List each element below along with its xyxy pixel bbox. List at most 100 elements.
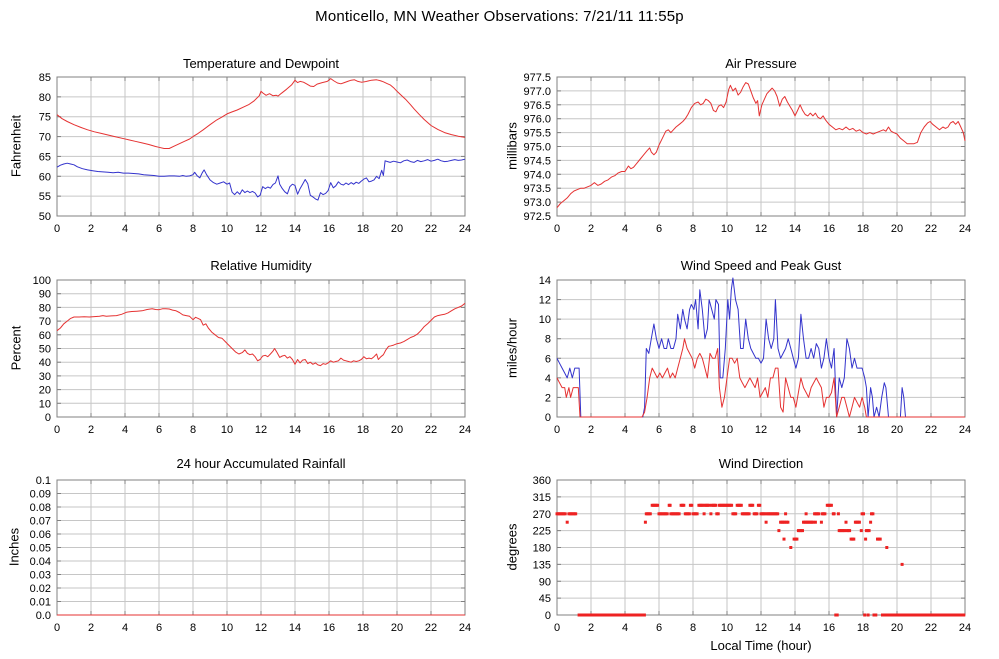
chart-title-humidity: Relative Humidity xyxy=(210,258,312,273)
svg-text:8: 8 xyxy=(690,622,696,634)
svg-text:4: 4 xyxy=(622,622,628,634)
svg-text:973.0: 973.0 xyxy=(523,197,551,209)
svg-text:0: 0 xyxy=(45,412,51,424)
svg-text:85: 85 xyxy=(39,72,51,84)
svg-text:24: 24 xyxy=(459,622,471,634)
svg-text:18: 18 xyxy=(857,424,869,436)
svg-text:10: 10 xyxy=(721,424,733,436)
svg-text:14: 14 xyxy=(789,622,801,634)
svg-text:20: 20 xyxy=(891,622,903,634)
svg-text:2: 2 xyxy=(588,622,594,634)
svg-text:14: 14 xyxy=(289,424,301,436)
svg-text:975.5: 975.5 xyxy=(523,128,551,140)
svg-text:16: 16 xyxy=(823,622,835,634)
svg-text:18: 18 xyxy=(357,622,369,634)
svg-text:976.0: 976.0 xyxy=(523,114,551,126)
svg-text:100: 100 xyxy=(33,275,51,287)
chart-title-temperature: Temperature and Dewpoint xyxy=(182,56,340,71)
svg-text:22: 22 xyxy=(425,223,437,235)
svg-text:75: 75 xyxy=(39,112,51,124)
svg-text:18: 18 xyxy=(857,223,869,235)
svg-text:0.06: 0.06 xyxy=(30,529,51,541)
svg-text:18: 18 xyxy=(857,622,869,634)
svg-text:22: 22 xyxy=(425,424,437,436)
svg-text:0.02: 0.02 xyxy=(30,583,51,595)
svg-text:0: 0 xyxy=(545,610,551,622)
svg-text:60: 60 xyxy=(39,171,51,183)
svg-text:10: 10 xyxy=(221,622,233,634)
svg-text:2: 2 xyxy=(545,392,551,404)
svg-text:6: 6 xyxy=(156,424,162,436)
svg-text:90: 90 xyxy=(39,289,51,301)
svg-text:0: 0 xyxy=(54,622,60,634)
svg-text:20: 20 xyxy=(391,424,403,436)
svg-text:16: 16 xyxy=(323,622,335,634)
svg-text:973.5: 973.5 xyxy=(523,183,551,195)
svg-text:10: 10 xyxy=(39,398,51,410)
svg-text:24: 24 xyxy=(959,424,971,436)
svg-text:315: 315 xyxy=(533,492,551,504)
svg-text:12: 12 xyxy=(255,622,267,634)
svg-text:14: 14 xyxy=(289,622,301,634)
svg-text:18: 18 xyxy=(357,223,369,235)
svg-text:2: 2 xyxy=(588,424,594,436)
svg-text:24: 24 xyxy=(959,223,971,235)
svg-text:0: 0 xyxy=(554,424,560,436)
air-pressure-plot: 0 2 4 6 8 10 12 14 16 18 20 22 24972.5973.0973.5974.… xyxy=(523,72,971,235)
svg-text:0.04: 0.04 xyxy=(30,556,51,568)
svg-text:135: 135 xyxy=(533,559,551,571)
svg-text:6: 6 xyxy=(545,353,551,365)
svg-text:0.09: 0.09 xyxy=(30,489,51,501)
svg-text:0.01: 0.01 xyxy=(30,597,51,609)
svg-text:22: 22 xyxy=(425,622,437,634)
svg-text:20: 20 xyxy=(891,424,903,436)
svg-text:50: 50 xyxy=(39,344,51,356)
svg-text:20: 20 xyxy=(39,385,51,397)
svg-text:0.1: 0.1 xyxy=(36,475,51,487)
relative-humidity-plot: 0 2 4 6 8 10 12 14 16 18 20 22 240102030405060708090… xyxy=(33,275,471,436)
svg-text:974.0: 974.0 xyxy=(523,169,551,181)
svg-text:24: 24 xyxy=(459,223,471,235)
svg-text:8: 8 xyxy=(690,223,696,235)
svg-text:10: 10 xyxy=(221,424,233,436)
svg-text:18: 18 xyxy=(357,424,369,436)
svg-text:22: 22 xyxy=(925,223,937,235)
svg-text:8: 8 xyxy=(545,334,551,346)
svg-text:24: 24 xyxy=(459,424,471,436)
svg-text:12: 12 xyxy=(755,223,767,235)
svg-text:4: 4 xyxy=(622,424,628,436)
svg-text:24: 24 xyxy=(959,622,971,634)
svg-text:16: 16 xyxy=(323,424,335,436)
svg-text:0.0: 0.0 xyxy=(36,610,51,622)
svg-text:6: 6 xyxy=(656,622,662,634)
svg-text:12: 12 xyxy=(539,295,551,307)
svg-text:22: 22 xyxy=(925,424,937,436)
svg-text:10: 10 xyxy=(221,223,233,235)
svg-text:6: 6 xyxy=(156,622,162,634)
svg-text:14: 14 xyxy=(789,223,801,235)
svg-text:0: 0 xyxy=(545,412,551,424)
svg-text:270: 270 xyxy=(533,509,551,521)
svg-text:22: 22 xyxy=(925,622,937,634)
svg-text:12: 12 xyxy=(255,424,267,436)
svg-text:0: 0 xyxy=(554,622,560,634)
svg-text:50: 50 xyxy=(39,211,51,223)
svg-text:55: 55 xyxy=(39,191,51,203)
chart-title-pressure: Air Pressure xyxy=(725,56,797,71)
svg-text:0: 0 xyxy=(554,223,560,235)
svg-text:16: 16 xyxy=(823,223,835,235)
svg-text:20: 20 xyxy=(391,622,403,634)
svg-text:12: 12 xyxy=(755,622,767,634)
svg-text:977.5: 977.5 xyxy=(523,72,551,84)
x-axis-label-local-time: Local Time (hour) xyxy=(710,638,812,653)
svg-text:225: 225 xyxy=(533,526,551,538)
svg-text:90: 90 xyxy=(539,576,551,588)
svg-text:2: 2 xyxy=(588,223,594,235)
svg-text:0.03: 0.03 xyxy=(30,570,51,582)
svg-text:65: 65 xyxy=(39,151,51,163)
svg-text:2: 2 xyxy=(88,424,94,436)
